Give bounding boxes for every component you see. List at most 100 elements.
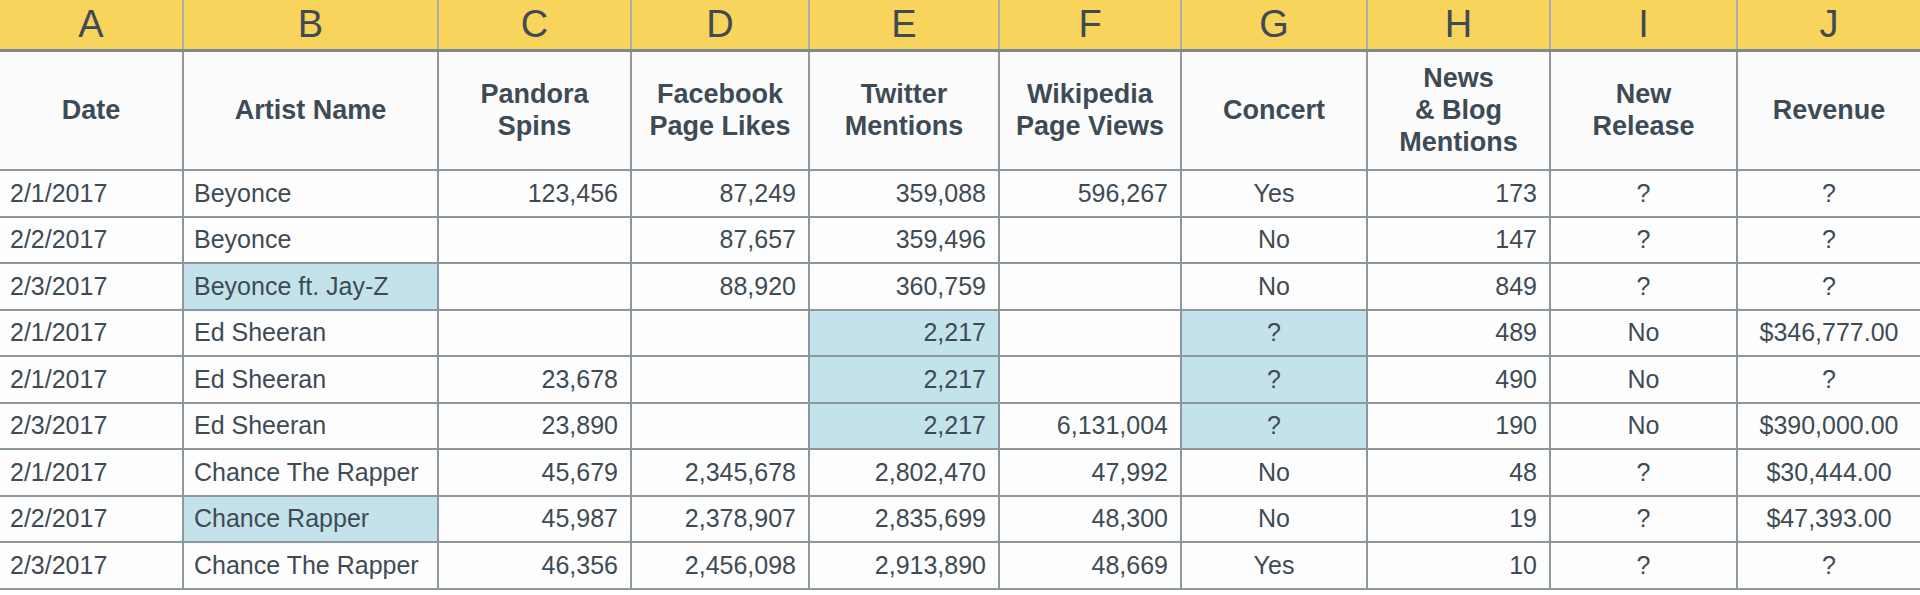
cell-C9[interactable]: 46,356: [438, 542, 631, 589]
cell-G1[interactable]: Yes: [1181, 170, 1367, 217]
column-letter-I[interactable]: I: [1550, 0, 1737, 50]
cell-H5[interactable]: 490: [1367, 356, 1550, 403]
cell-B4[interactable]: Ed Sheeran: [183, 310, 438, 357]
cell-E5[interactable]: 2,217: [809, 356, 999, 403]
cell-J8[interactable]: $47,393.00: [1737, 496, 1920, 543]
cell-D7[interactable]: 2,345,678: [631, 449, 809, 496]
cell-E4[interactable]: 2,217: [809, 310, 999, 357]
cell-C4[interactable]: [438, 310, 631, 357]
cell-B1[interactable]: Beyonce: [183, 170, 438, 217]
cell-E7[interactable]: 2,802,470: [809, 449, 999, 496]
cell-H2[interactable]: 147: [1367, 217, 1550, 264]
column-letter-C[interactable]: C: [438, 0, 631, 50]
cell-I2[interactable]: ?: [1550, 217, 1737, 264]
cell-E6[interactable]: 2,217: [809, 403, 999, 450]
cell-G8[interactable]: No: [1181, 496, 1367, 543]
cell-I1[interactable]: ?: [1550, 170, 1737, 217]
header-cell-C[interactable]: Pandora Spins: [438, 50, 631, 170]
header-cell-E[interactable]: Twitter Mentions: [809, 50, 999, 170]
cell-A2[interactable]: 2/2/2017: [0, 217, 183, 264]
cell-C1[interactable]: 123,456: [438, 170, 631, 217]
cell-D5[interactable]: [631, 356, 809, 403]
cell-G9[interactable]: Yes: [1181, 542, 1367, 589]
cell-F9[interactable]: 48,669: [999, 542, 1181, 589]
cell-A7[interactable]: 2/1/2017: [0, 449, 183, 496]
cell-E8[interactable]: 2,835,699: [809, 496, 999, 543]
header-cell-H[interactable]: News & Blog Mentions: [1367, 50, 1550, 170]
cell-C5[interactable]: 23,678: [438, 356, 631, 403]
cell-F5[interactable]: [999, 356, 1181, 403]
cell-E1[interactable]: 359,088: [809, 170, 999, 217]
column-letter-H[interactable]: H: [1367, 0, 1550, 50]
column-letter-A[interactable]: A: [0, 0, 183, 50]
cell-C8[interactable]: 45,987: [438, 496, 631, 543]
cell-B8[interactable]: Chance Rapper: [183, 496, 438, 543]
cell-I4[interactable]: No: [1550, 310, 1737, 357]
cell-F8[interactable]: 48,300: [999, 496, 1181, 543]
cell-F2[interactable]: [999, 217, 1181, 264]
cell-J2[interactable]: ?: [1737, 217, 1920, 264]
cell-I9[interactable]: ?: [1550, 542, 1737, 589]
cell-I7[interactable]: ?: [1550, 449, 1737, 496]
cell-H7[interactable]: 48: [1367, 449, 1550, 496]
column-letter-G[interactable]: G: [1181, 0, 1367, 50]
cell-D8[interactable]: 2,378,907: [631, 496, 809, 543]
column-letter-D[interactable]: D: [631, 0, 809, 50]
cell-F4[interactable]: [999, 310, 1181, 357]
cell-D4[interactable]: [631, 310, 809, 357]
cell-J6[interactable]: $390,000.00: [1737, 403, 1920, 450]
cell-A4[interactable]: 2/1/2017: [0, 310, 183, 357]
cell-C2[interactable]: [438, 217, 631, 264]
cell-F7[interactable]: 47,992: [999, 449, 1181, 496]
cell-C3[interactable]: [438, 263, 631, 310]
header-cell-D[interactable]: Facebook Page Likes: [631, 50, 809, 170]
header-cell-G[interactable]: Concert: [1181, 50, 1367, 170]
column-letter-F[interactable]: F: [999, 0, 1181, 50]
cell-E3[interactable]: 360,759: [809, 263, 999, 310]
cell-F3[interactable]: [999, 263, 1181, 310]
cell-F1[interactable]: 596,267: [999, 170, 1181, 217]
cell-J7[interactable]: $30,444.00: [1737, 449, 1920, 496]
column-letter-E[interactable]: E: [809, 0, 999, 50]
cell-B7[interactable]: Chance The Rapper: [183, 449, 438, 496]
cell-H1[interactable]: 173: [1367, 170, 1550, 217]
cell-D9[interactable]: 2,456,098: [631, 542, 809, 589]
cell-G4[interactable]: ?: [1181, 310, 1367, 357]
cell-B6[interactable]: Ed Sheeran: [183, 403, 438, 450]
cell-J5[interactable]: ?: [1737, 356, 1920, 403]
column-letter-B[interactable]: B: [183, 0, 438, 50]
cell-A6[interactable]: 2/3/2017: [0, 403, 183, 450]
cell-E9[interactable]: 2,913,890: [809, 542, 999, 589]
header-cell-B[interactable]: Artist Name: [183, 50, 438, 170]
cell-I6[interactable]: No: [1550, 403, 1737, 450]
header-cell-A[interactable]: Date: [0, 50, 183, 170]
column-letter-J[interactable]: J: [1737, 0, 1920, 50]
cell-G5[interactable]: ?: [1181, 356, 1367, 403]
cell-J9[interactable]: ?: [1737, 542, 1920, 589]
cell-D1[interactable]: 87,249: [631, 170, 809, 217]
cell-G3[interactable]: No: [1181, 263, 1367, 310]
cell-I8[interactable]: ?: [1550, 496, 1737, 543]
cell-E2[interactable]: 359,496: [809, 217, 999, 264]
cell-D6[interactable]: [631, 403, 809, 450]
cell-J1[interactable]: ?: [1737, 170, 1920, 217]
cell-H6[interactable]: 190: [1367, 403, 1550, 450]
cell-C7[interactable]: 45,679: [438, 449, 631, 496]
header-cell-I[interactable]: New Release: [1550, 50, 1737, 170]
cell-I3[interactable]: ?: [1550, 263, 1737, 310]
cell-G2[interactable]: No: [1181, 217, 1367, 264]
cell-A1[interactable]: 2/1/2017: [0, 170, 183, 217]
cell-A8[interactable]: 2/2/2017: [0, 496, 183, 543]
cell-B5[interactable]: Ed Sheeran: [183, 356, 438, 403]
cell-G7[interactable]: No: [1181, 449, 1367, 496]
cell-I5[interactable]: No: [1550, 356, 1737, 403]
cell-F6[interactable]: 6,131,004: [999, 403, 1181, 450]
cell-H4[interactable]: 489: [1367, 310, 1550, 357]
cell-J4[interactable]: $346,777.00: [1737, 310, 1920, 357]
header-cell-F[interactable]: Wikipedia Page Views: [999, 50, 1181, 170]
cell-C6[interactable]: 23,890: [438, 403, 631, 450]
cell-A5[interactable]: 2/1/2017: [0, 356, 183, 403]
cell-J3[interactable]: ?: [1737, 263, 1920, 310]
header-cell-J[interactable]: Revenue: [1737, 50, 1920, 170]
cell-A9[interactable]: 2/3/2017: [0, 542, 183, 589]
